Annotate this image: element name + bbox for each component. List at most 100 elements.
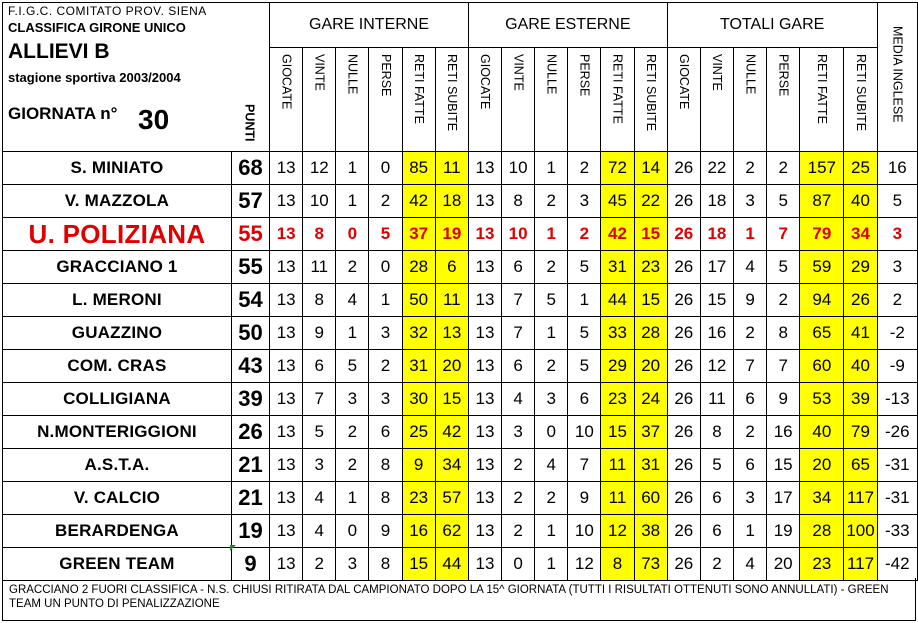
category-title: ALLIEVI B [8,40,110,63]
home-cell: 30 [401,382,436,416]
away-cell: 31 [633,448,668,482]
away-cell: 6 [501,250,536,284]
total-cell: 34 [843,217,878,251]
table-row: L. MERONI 54 13 8 4 1 50 11 13 7 5 1 44 15 26 15 9 2 94 26 2 [2,283,918,317]
home-cell: 9 [401,448,436,482]
team-name: V. MAZZOLA [2,184,232,218]
col-header-home-5: RETI FATTE [401,47,436,152]
home-cell: 20 [434,349,469,383]
table-row: GUAZZINO 50 13 9 1 3 32 13 13 7 1 5 33 28 26 16 2 8 65 41 -2 [2,316,918,350]
away-cell: 13 [467,217,503,251]
total-cell: 3 [732,481,768,515]
home-cell: 13 [269,217,304,251]
home-cell: 11 [434,283,469,317]
home-cell: 13 [269,415,304,449]
home-cell: 10 [302,184,337,218]
away-cell: 72 [600,151,635,185]
home-cell: 62 [434,514,469,548]
away-cell: 15 [633,217,668,251]
col-header-total-3: NULLE [732,47,768,152]
total-cell: 25 [843,151,878,185]
away-cell: 15 [600,415,635,449]
away-cell: 6 [567,382,602,416]
total-cell: 34 [799,481,845,515]
away-cell: 0 [534,415,569,449]
home-cell: 16 [401,514,436,548]
home-cell: 0 [335,514,370,548]
team-name: A.S.T.A. [2,448,232,482]
away-cell: 0 [501,547,536,581]
away-cell: 11 [600,448,635,482]
season-label: stagione sportiva 2003/2004 [8,70,181,85]
col-header-away-3: NULLE [534,47,569,152]
home-cell: 42 [401,184,436,218]
team-points: 55 [230,250,271,284]
away-cell: 13 [467,481,503,515]
away-cell: 13 [467,283,503,317]
total-cell: 157 [799,151,845,185]
away-cell: 11 [600,481,635,515]
total-cell: 7 [766,217,801,251]
group-total-header: TOTALI GARE [666,2,878,48]
away-cell: 2 [567,151,602,185]
total-cell: 40 [843,184,878,218]
home-cell: 25 [401,415,436,449]
home-cell: 9 [368,514,403,548]
total-cell: 16 [699,316,735,350]
home-cell: 57 [434,481,469,515]
classification-title: CLASSIFICA GIRONE UNICO [8,20,186,35]
media-inglese-cell: -33 [876,514,918,548]
team-points: 21 [230,448,271,482]
team-name: N.MONTERIGGIONI [2,415,232,449]
media-inglese-cell: 16 [876,151,918,185]
home-cell: 8 [302,283,337,317]
title-info: F.I.G.C. COMITATO PROV. SIENA CLASSIFICA… [0,0,260,142]
total-cell: 26 [666,151,701,185]
total-cell: 5 [699,448,735,482]
home-cell: 6 [302,349,337,383]
away-cell: 5 [567,316,602,350]
total-cell: 22 [699,151,735,185]
away-cell: 2 [501,448,536,482]
total-cell: 9 [766,382,801,416]
total-cell: 4 [732,547,768,581]
total-cell: 1 [732,217,768,251]
home-cell: 28 [401,250,436,284]
team-name: GREEN TEAM [2,547,232,581]
home-cell: 5 [335,349,370,383]
away-cell: 44 [600,283,635,317]
home-cell: 8 [368,448,403,482]
away-cell: 13 [467,448,503,482]
table-row: GRACCIANO 1 55 13 11 2 0 28 6 13 6 2 5 31 23 26 17 4 5 59 2… [2,250,918,284]
home-cell: 3 [302,448,337,482]
team-points: 50 [230,316,271,350]
home-cell: 1 [335,316,370,350]
home-cell: 2 [368,184,403,218]
home-cell: 3 [368,316,403,350]
org-name: F.I.G.C. COMITATO PROV. SIENA [8,4,207,18]
points-header: PUNTI [242,104,257,142]
total-cell: 23 [799,547,845,581]
home-cell: 8 [368,547,403,581]
total-cell: 117 [843,547,878,581]
away-cell: 8 [600,547,635,581]
away-cell: 13 [467,382,503,416]
home-cell: 19 [434,217,469,251]
away-cell: 2 [534,250,569,284]
table-row: A.S.T.A. 21 13 3 2 8 9 34 13 2 4 7 11 31 26 5 6 15 20 65 -31 [2,448,918,482]
total-cell: 7 [766,349,801,383]
away-cell: 31 [600,250,635,284]
away-cell: 20 [633,349,668,383]
media-inglese-cell: 3 [876,250,918,284]
total-cell: 5 [766,184,801,218]
team-points: 68 [230,151,271,185]
team-name: S. MINIATO [2,151,232,185]
total-cell: 26 [666,448,701,482]
total-cell: 8 [766,316,801,350]
home-cell: 44 [434,547,469,581]
home-cell: 15 [434,382,469,416]
total-cell: 6 [699,481,735,515]
total-cell: 26 [666,415,701,449]
total-cell: 65 [799,316,845,350]
total-cell: 6 [732,382,768,416]
